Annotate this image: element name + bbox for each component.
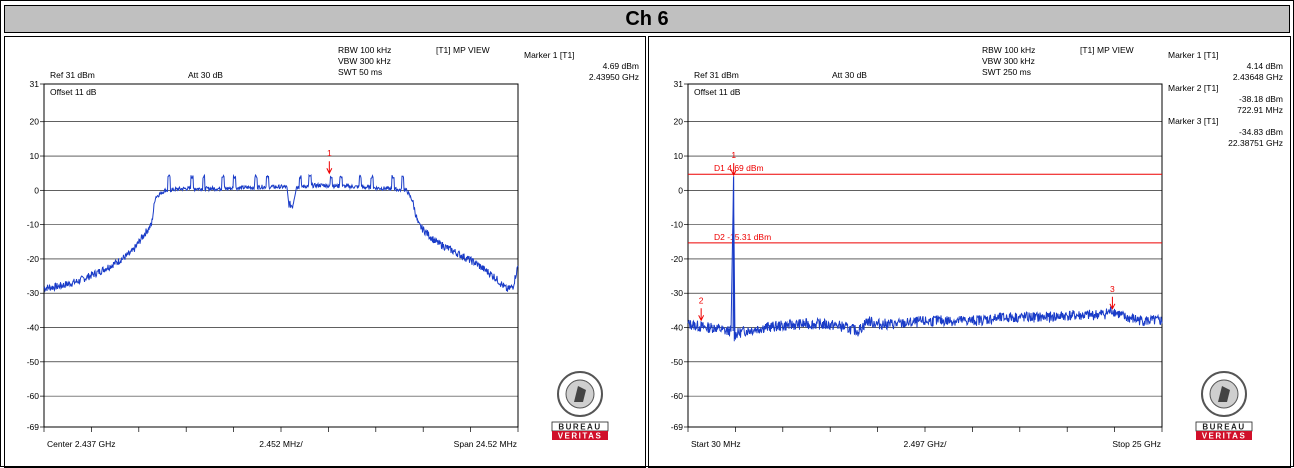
marker-readout-level: 4.69 dBm <box>603 61 639 71</box>
marker-readout-name: Marker 1 [T1] <box>524 50 575 60</box>
marker-readout-name: Marker 1 [T1] <box>1168 50 1219 60</box>
y-tick-label: -20 <box>27 254 40 264</box>
offset-label: Offset 11 dB <box>50 87 97 97</box>
y-tick-label: -30 <box>671 288 684 298</box>
x-start-label: Center 2.437 GHz <box>47 439 116 449</box>
logo-veritas-box <box>1196 431 1252 440</box>
logo-bureau-text: BUREAU <box>558 423 601 432</box>
y-tick-label: 0 <box>678 185 683 195</box>
spectrum-trace <box>43 173 519 293</box>
marker-readout-freq: 22.38751 GHz <box>1228 138 1283 148</box>
ref-level-label: Ref 31 dBm <box>50 70 95 80</box>
marker-number: 1 <box>327 148 332 158</box>
marker-readout-name: Marker 2 [T1] <box>1168 83 1219 93</box>
y-tick-label: -69 <box>671 422 684 432</box>
y-tick-label: -10 <box>671 220 684 230</box>
y-tick-label: -50 <box>27 357 40 367</box>
y-tick-label: -40 <box>27 323 40 333</box>
logo-seal-figure <box>1218 386 1230 402</box>
y-tick-label: -60 <box>671 391 684 401</box>
page-title: Ch 6 <box>4 5 1290 33</box>
y-tick-label: -69 <box>27 422 40 432</box>
marker-readout-level: 4.14 dBm <box>1247 61 1283 71</box>
attenuation-label: Att 30 dB <box>188 70 223 80</box>
plot-area <box>687 83 1163 428</box>
x-stop-label: Span 24.52 MHz <box>454 439 517 449</box>
swt-label: SWT 250 ms <box>982 67 1031 77</box>
marker-readout-level: -38.18 dBm <box>1239 94 1283 104</box>
x-division-label: 2.497 GHz/ <box>904 439 948 449</box>
y-tick-label: 31 <box>674 79 684 89</box>
y-tick-label: -40 <box>671 323 684 333</box>
x-start-label: Start 30 MHz <box>691 439 741 449</box>
marker-number: 3 <box>1110 284 1115 294</box>
rbw-label: RBW 100 kHz <box>982 45 1035 55</box>
marker-readout-level: -34.83 dBm <box>1239 127 1283 137</box>
y-tick-label: 10 <box>30 151 40 161</box>
y-tick-label: 20 <box>674 117 684 127</box>
marker-readout-freq: 2.43950 GHz <box>589 72 639 82</box>
marker-arrow <box>326 161 333 175</box>
x-stop-label: Stop 25 GHz <box>1112 439 1161 449</box>
vbw-label: VBW 300 kHz <box>338 56 391 66</box>
marker-arrow <box>730 163 737 177</box>
logo-veritas-box <box>552 431 608 440</box>
y-tick-label: 20 <box>30 117 40 127</box>
marker-readout-name: Marker 3 [T1] <box>1168 116 1219 126</box>
marker-number: 2 <box>699 295 704 305</box>
trace-mode-label: [T1] MP VIEW <box>1080 45 1134 55</box>
marker-readout-freq: 722.91 MHz <box>1237 105 1283 115</box>
offset-label: Offset 11 dB <box>694 87 741 97</box>
y-tick-label: -60 <box>27 391 40 401</box>
display-line-label: D2 -15.31 dBm <box>714 232 771 242</box>
rbw-label: RBW 100 kHz <box>338 45 391 55</box>
logo-bureau-text: BUREAU <box>1202 423 1245 432</box>
logo-veritas-text: VERITAS <box>1202 432 1247 441</box>
logo-seal-figure <box>574 386 586 402</box>
trace-mode-label: [T1] MP VIEW <box>436 45 490 55</box>
attenuation-label: Att 30 dB <box>832 70 867 80</box>
marker-readout-freq: 2.43648 GHz <box>1233 72 1283 82</box>
spectrum-panel-right: RBW 100 kHz VBW 300 kHz SWT 250 ms [T1] MP … <box>648 36 1291 468</box>
display-line-label: D1 4.69 dBm <box>714 163 764 173</box>
logo-veritas-text: VERITAS <box>558 432 603 441</box>
plot-area <box>43 83 519 428</box>
spectrum-panel-left: RBW 100 kHz VBW 300 kHz SWT 50 ms [T1] MP V… <box>4 36 646 468</box>
marker-number: 1 <box>731 150 736 160</box>
y-tick-label: -30 <box>27 288 40 298</box>
marker-arrow <box>1109 296 1116 310</box>
marker-arrow <box>698 308 705 322</box>
x-division-label: 2.452 MHz/ <box>259 439 303 449</box>
y-tick-label: -20 <box>671 254 684 264</box>
y-tick-label: 10 <box>674 151 684 161</box>
y-tick-label: 0 <box>34 185 39 195</box>
ref-level-label: Ref 31 dBm <box>694 70 739 80</box>
y-tick-label: -10 <box>27 220 40 230</box>
y-tick-label: -50 <box>671 357 684 367</box>
vbw-label: VBW 300 kHz <box>982 56 1035 66</box>
swt-label: SWT 50 ms <box>338 67 382 77</box>
y-tick-label: 31 <box>30 79 40 89</box>
